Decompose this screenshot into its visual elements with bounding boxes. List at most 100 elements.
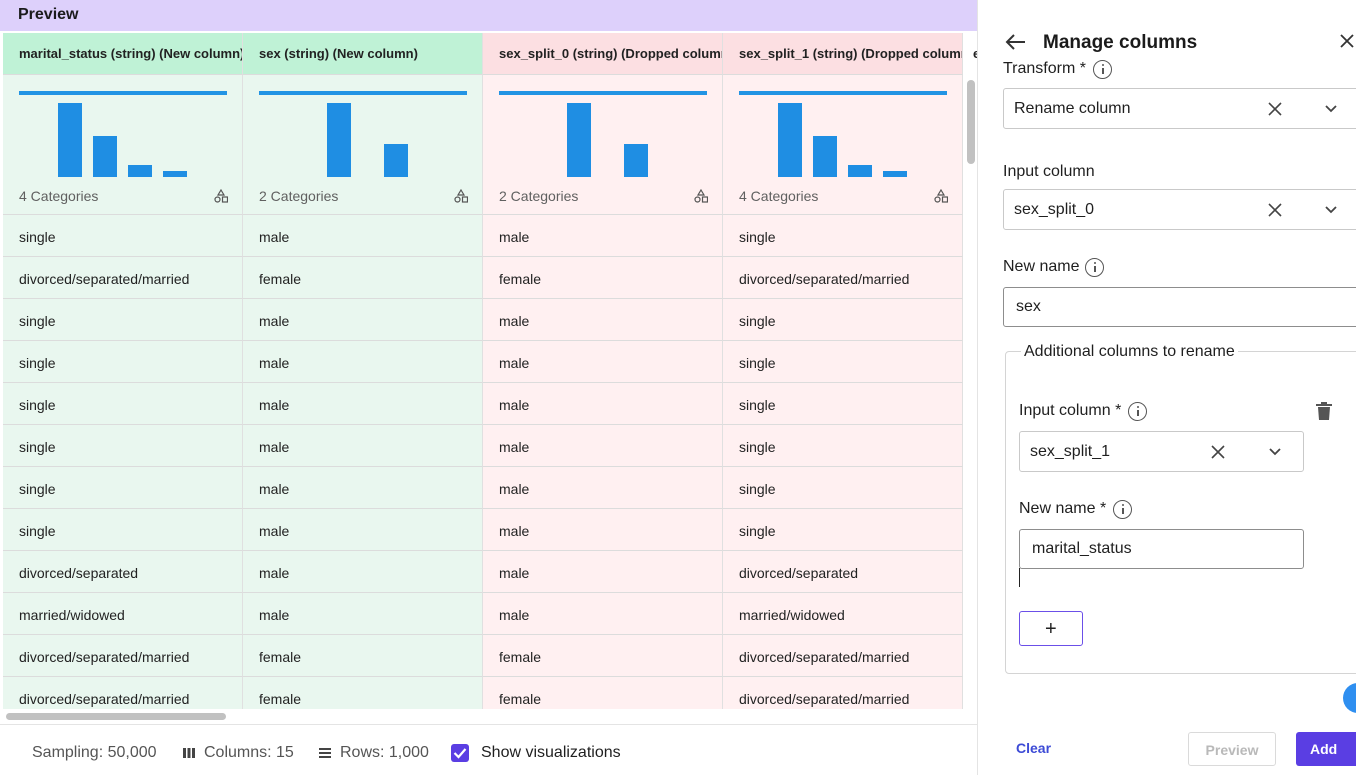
grid-column: marital_status (string) (New column) 4 Ca… [3, 33, 243, 709]
vertical-scrollbar[interactable] [967, 80, 975, 164]
histogram-bar[interactable] [327, 103, 351, 177]
add-button[interactable]: Add [1296, 732, 1356, 766]
transform-info-icon[interactable] [1093, 60, 1112, 79]
additional-new-name-label: New name * [1019, 500, 1107, 517]
table-cell: single [3, 383, 243, 425]
column-header-peek: e [964, 33, 977, 75]
shapes-icon[interactable] [454, 189, 468, 203]
categories-count: 2 Categories [499, 188, 579, 204]
required-mark: * [1115, 402, 1122, 419]
table-cell: male [483, 425, 723, 467]
histogram-bar[interactable] [848, 165, 872, 177]
table-cell: male [483, 383, 723, 425]
checkmark-icon [453, 748, 467, 759]
chevron-down-icon[interactable] [1269, 448, 1281, 456]
table-cell: male [243, 383, 483, 425]
show-visualizations-label[interactable]: Show visualizations [481, 744, 621, 761]
category-histogram [499, 99, 707, 177]
chevron-down-icon[interactable] [1325, 206, 1337, 214]
histogram-bar[interactable] [624, 144, 648, 177]
horizontal-scrollbar[interactable] [6, 713, 226, 720]
input-column-label: Input column [1003, 163, 1095, 180]
preview-pane: Preview marital_status (string) (New col… [0, 0, 978, 775]
show-visualizations-checkbox[interactable] [451, 744, 469, 762]
table-cell: male [243, 551, 483, 593]
categories-count: 2 Categories [259, 188, 339, 204]
column-header[interactable]: marital_status (string) (New column) [3, 33, 243, 75]
table-cell: single [723, 215, 963, 257]
transform-select[interactable]: Rename column [1003, 88, 1356, 129]
table-cell: single [723, 299, 963, 341]
table-cell: male [243, 467, 483, 509]
column-visualization: 4 Categories [3, 75, 243, 215]
table-cell: male [243, 593, 483, 635]
table-cell: male [243, 509, 483, 551]
columns-count-text: Columns: 15 [204, 744, 294, 761]
histogram-bar[interactable] [813, 136, 837, 177]
column-visualization: 4 Categories [723, 75, 963, 215]
table-cell: single [3, 299, 243, 341]
clear-input-column-icon[interactable] [1268, 203, 1282, 217]
table-cell: single [3, 215, 243, 257]
rows-count-text: Rows: 1,000 [340, 744, 429, 761]
shapes-icon[interactable] [214, 189, 228, 203]
preview-header: Preview [0, 0, 977, 31]
clear-additional-input-column-icon[interactable] [1211, 445, 1225, 459]
preview-button[interactable]: Preview [1188, 732, 1276, 766]
table-cell: male [483, 593, 723, 635]
histogram-bar[interactable] [163, 171, 187, 177]
table-cell: female [483, 635, 723, 677]
shapes-icon[interactable] [934, 189, 948, 203]
shapes-icon[interactable] [694, 189, 708, 203]
histogram-bar[interactable] [58, 103, 82, 177]
additional-input-column-info-icon[interactable] [1128, 402, 1147, 421]
table-cell: divorced/separated/married [723, 257, 963, 299]
histogram-bar[interactable] [128, 165, 152, 177]
chevron-down-icon[interactable] [1325, 105, 1337, 113]
column-header[interactable]: sex (string) (New column) [243, 33, 483, 75]
table-cell: male [483, 299, 723, 341]
help-fab-button[interactable] [1343, 683, 1356, 713]
table-cell: divorced/separated [3, 551, 243, 593]
new-name-input[interactable] [1016, 298, 1256, 316]
table-cell: divorced/separated/married [723, 677, 963, 709]
new-name-info-icon[interactable] [1085, 258, 1104, 277]
required-mark: * [1079, 60, 1086, 77]
clear-button[interactable]: Clear [1016, 740, 1052, 756]
preview-title: Preview [18, 6, 79, 23]
column-visualization: 2 Categories [483, 75, 723, 215]
category-histogram [19, 99, 227, 177]
distribution-bar-line [739, 91, 947, 95]
input-column-select[interactable]: sex_split_0 [1003, 189, 1356, 230]
additional-new-name-info-icon[interactable] [1113, 500, 1132, 519]
table-cell: female [243, 257, 483, 299]
table-cell: male [483, 467, 723, 509]
additional-new-name-input[interactable] [1032, 540, 1272, 558]
clear-transform-icon[interactable] [1268, 102, 1282, 116]
histogram-bar[interactable] [93, 136, 117, 177]
trash-icon[interactable] [1316, 402, 1332, 420]
table-cell: male [483, 341, 723, 383]
new-name-field[interactable] [1003, 287, 1356, 327]
table-cell: male [243, 215, 483, 257]
table-cell: divorced/separated/married [3, 677, 243, 709]
column-header[interactable]: sex_split_0 (string) (Dropped column) [483, 33, 723, 75]
additional-new-name-field[interactable] [1019, 529, 1304, 569]
table-cell: female [483, 257, 723, 299]
histogram-bar[interactable] [778, 103, 802, 177]
category-histogram [259, 99, 467, 177]
column-header[interactable]: sex_split_1 (string) (Dropped column) [723, 33, 963, 75]
back-arrow-icon[interactable] [1004, 33, 1026, 51]
table-cell: single [723, 509, 963, 551]
additional-input-column-select[interactable]: sex_split_1 [1019, 431, 1304, 472]
table-cell: female [483, 677, 723, 709]
table-cell: female [243, 635, 483, 677]
histogram-bar[interactable] [567, 103, 591, 177]
close-icon[interactable] [1339, 33, 1355, 49]
table-cell: male [243, 341, 483, 383]
new-name-label: New name [1003, 258, 1080, 275]
histogram-bar[interactable] [384, 144, 408, 177]
add-column-row-button[interactable]: + [1019, 611, 1083, 646]
histogram-bar[interactable] [883, 171, 907, 177]
table-cell: married/widowed [723, 593, 963, 635]
